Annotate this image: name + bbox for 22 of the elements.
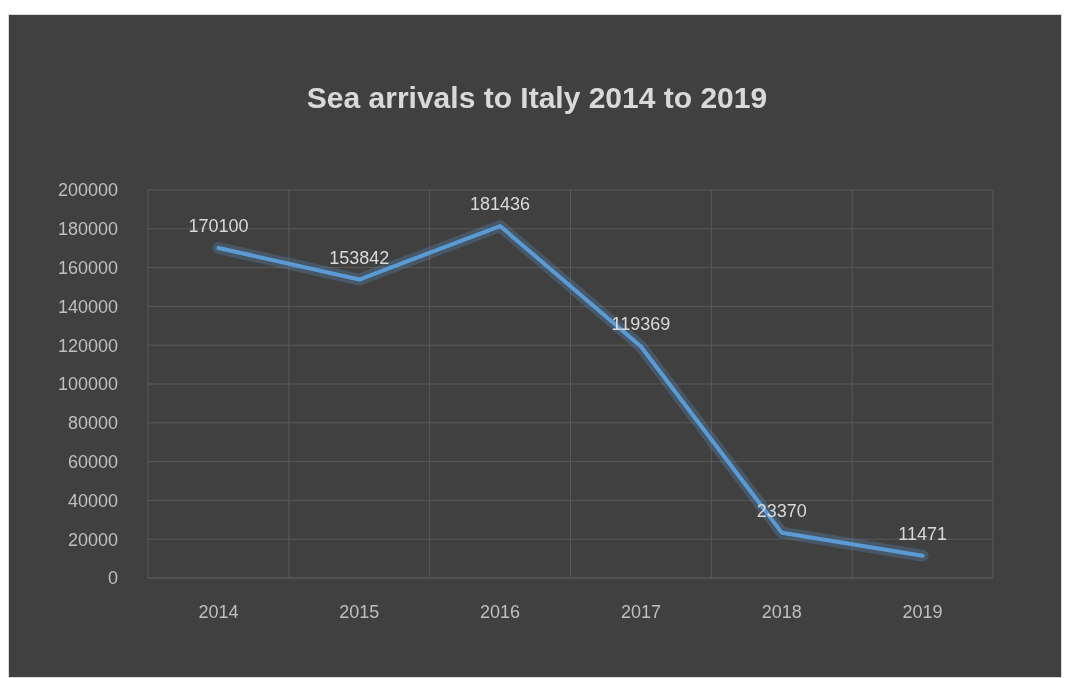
y-tick-label: 40000 xyxy=(67,490,118,511)
x-tick-label: 2015 xyxy=(339,602,380,622)
data-label: 153842 xyxy=(329,247,390,268)
x-tick-label: 2017 xyxy=(620,602,661,622)
y-tick-label: 80000 xyxy=(67,413,118,434)
y-tick-label: 160000 xyxy=(57,257,118,278)
x-tick-label: 2014 xyxy=(198,602,239,622)
y-tick-label: 100000 xyxy=(57,374,118,395)
y-tick-label: 200000 xyxy=(57,180,118,201)
chart-title: Sea arrivals to Italy 2014 to 2019 xyxy=(306,81,768,114)
y-tick-label: 140000 xyxy=(57,296,118,317)
data-label: 170100 xyxy=(188,216,249,237)
data-label: 11471 xyxy=(898,523,947,544)
y-tick-label: 60000 xyxy=(67,451,118,472)
y-tick-label: 0 xyxy=(107,568,118,589)
x-tick-label: 2018 xyxy=(761,602,802,622)
data-label: 181436 xyxy=(470,194,531,215)
y-tick-label: 120000 xyxy=(57,335,118,356)
y-tick-label: 180000 xyxy=(57,219,118,240)
x-tick-label: 2019 xyxy=(902,602,943,622)
y-tick-label: 20000 xyxy=(67,529,118,550)
x-tick-label: 2016 xyxy=(480,602,521,622)
